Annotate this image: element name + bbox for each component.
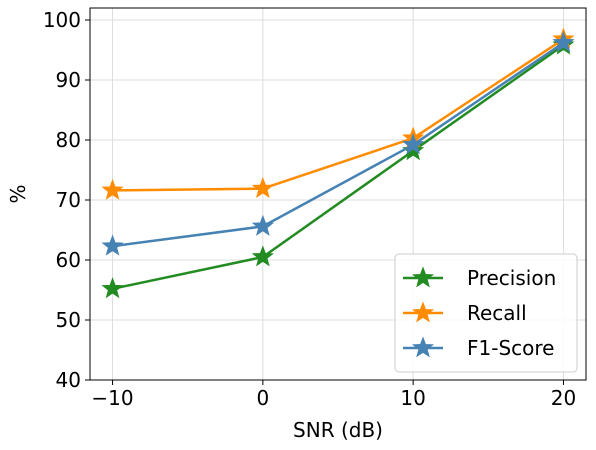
legend-label: Precision: [467, 266, 556, 290]
y-tick-label: 40: [56, 368, 81, 392]
series-lines: [101, 27, 575, 299]
series-line: [112, 41, 565, 248]
x-tick-label: 20: [551, 386, 576, 410]
series-line: [112, 38, 565, 192]
data-point: [552, 31, 575, 53]
data-point: [251, 214, 274, 236]
data-point: [402, 139, 425, 161]
y-tick-label: 60: [56, 248, 81, 272]
data-point: [402, 133, 425, 155]
plot-frame: [89, 7, 587, 381]
legend-item: F1-Score: [403, 336, 554, 360]
y-tick-label: 50: [56, 308, 81, 332]
data-point: [101, 178, 124, 200]
legend-item: Recall: [403, 301, 527, 325]
x-axis-label: SNR (dB): [293, 418, 383, 442]
y-tick-label: 90: [56, 68, 81, 92]
legend: Precision Recall F1-Score: [394, 253, 578, 373]
y-axis-label: %: [6, 184, 30, 203]
series-line: [112, 44, 565, 291]
legend-label: F1-Score: [467, 336, 554, 360]
axis-ticks: −10 0 10 20 40 50 60 70 80 90 100: [43, 8, 576, 410]
legend-marker: [411, 266, 435, 288]
y-tick-label: 70: [56, 188, 81, 212]
legend-box: [394, 253, 578, 373]
data-point: [101, 277, 124, 299]
legend-label: Recall: [467, 301, 527, 325]
data-point: [251, 176, 274, 199]
legend-marker: [411, 336, 435, 358]
data-point: [251, 245, 274, 267]
x-tick-label: 0: [256, 386, 269, 410]
series-recall: [101, 27, 575, 200]
series-f1-score: [101, 31, 575, 256]
x-tick-label: −10: [91, 386, 133, 410]
y-tick-label: 80: [56, 128, 81, 152]
data-point: [101, 234, 124, 256]
legend-item: Precision: [403, 266, 556, 290]
x-tick-label: 10: [400, 386, 425, 410]
y-tick-label: 100: [43, 8, 81, 32]
legend-marker: [411, 301, 435, 323]
